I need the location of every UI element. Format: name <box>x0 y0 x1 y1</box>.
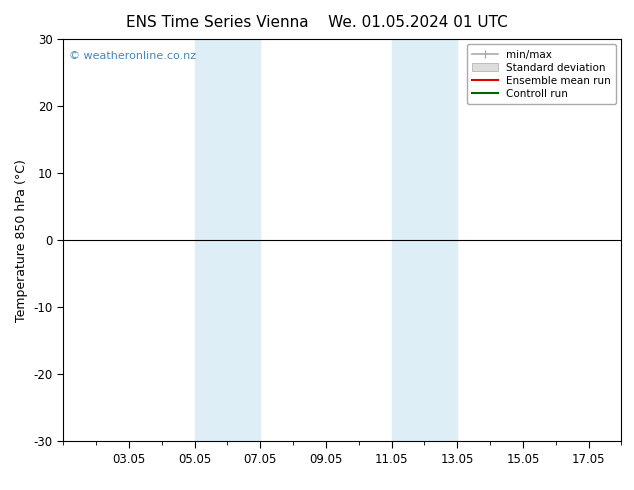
Bar <box>195 39 261 441</box>
Legend: min/max, Standard deviation, Ensemble mean run, Controll run: min/max, Standard deviation, Ensemble me… <box>467 45 616 104</box>
Bar <box>392 39 457 441</box>
Y-axis label: Temperature 850 hPa (°C): Temperature 850 hPa (°C) <box>15 159 28 321</box>
Text: © weatheronline.co.nz: © weatheronline.co.nz <box>69 51 196 61</box>
Text: ENS Time Series Vienna    We. 01.05.2024 01 UTC: ENS Time Series Vienna We. 01.05.2024 01… <box>126 15 508 30</box>
